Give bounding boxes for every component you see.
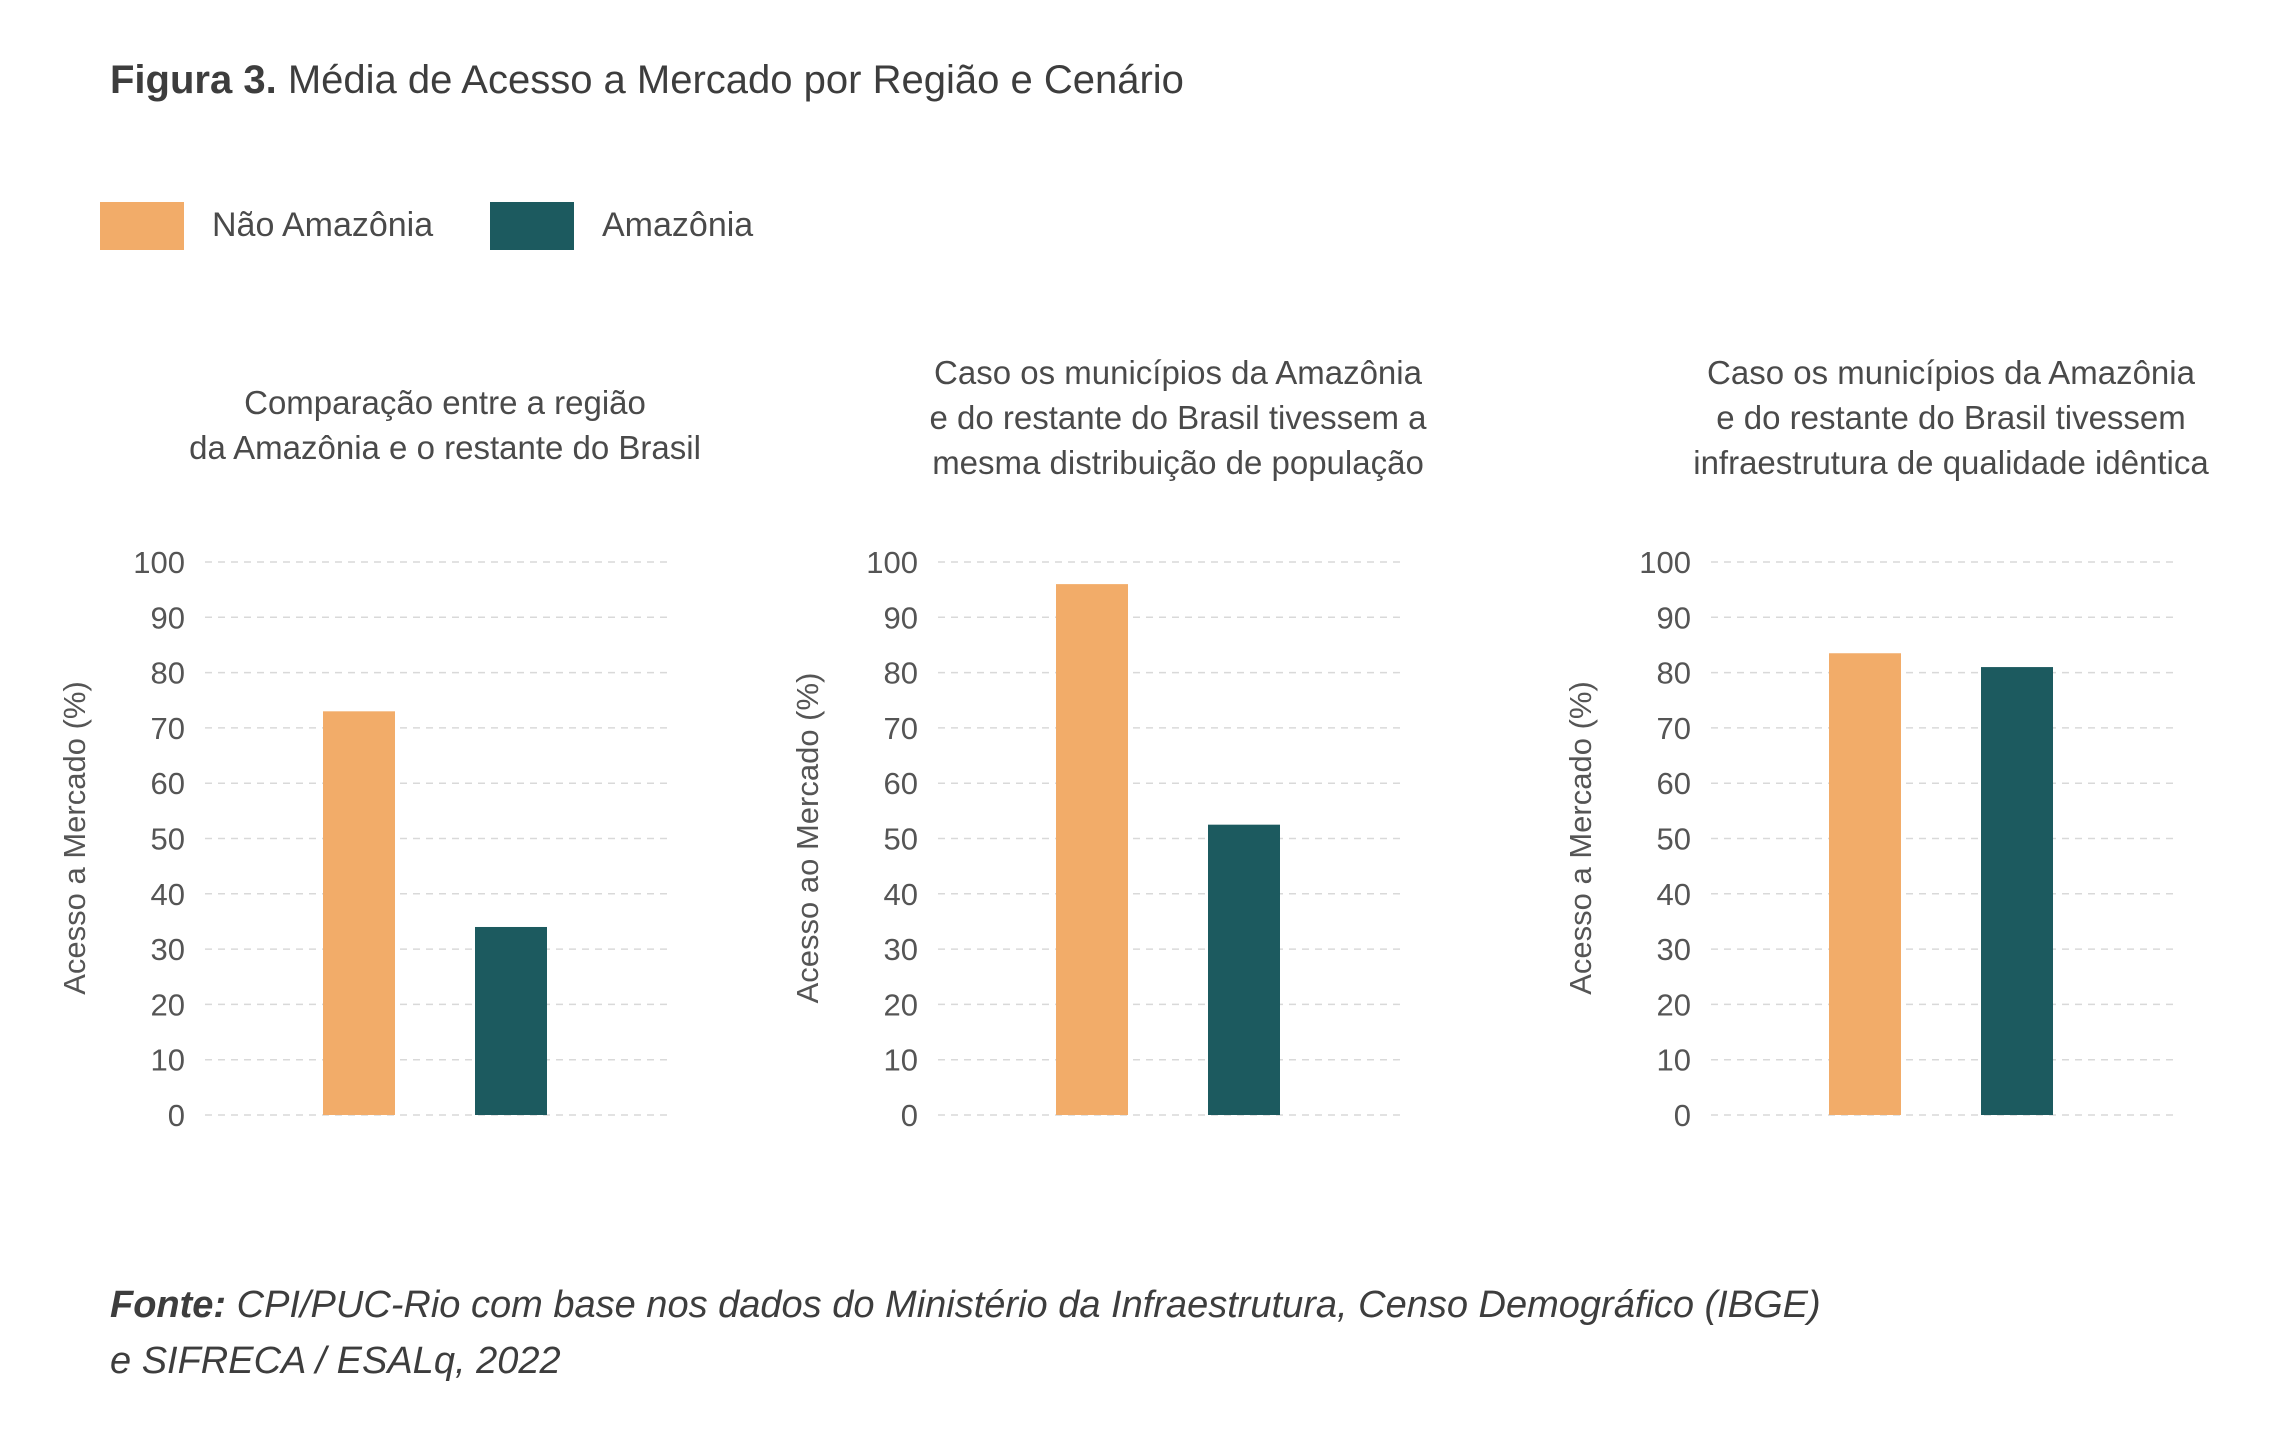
bar-amazonia bbox=[1208, 824, 1280, 1115]
y-tick-label: 40 bbox=[884, 877, 918, 912]
chart-plot: Acesso ao Mercado (%) 0 10 20 30 40 50 60 70 80 90… bbox=[790, 545, 1403, 1133]
y-tick-label: 90 bbox=[151, 600, 185, 635]
chart-plot: Acesso a Mercado (%) 0 10 20 30 40 50 60 70 80 90 1… bbox=[1563, 545, 2176, 1133]
y-tick-label: 30 bbox=[884, 932, 918, 967]
chart-comparacao: Comparação entre a região da Amazônia e … bbox=[57, 340, 805, 1140]
source-lead: Fonte: bbox=[110, 1284, 227, 1326]
source-text-1: CPI/PUC-Rio com base nos dados do Minist… bbox=[226, 1284, 1821, 1326]
chart-title-line: e do restante do Brasil tivessem a bbox=[929, 399, 1427, 436]
y-tick-label: 40 bbox=[1657, 877, 1691, 912]
chart-title: Caso os municípios da Amazônia e do rest… bbox=[818, 350, 1538, 485]
y-tick-label: 100 bbox=[133, 545, 185, 580]
y-tick-label: 10 bbox=[151, 1043, 185, 1078]
bar-amazonia bbox=[1981, 667, 2053, 1115]
bar-nao-amazonia bbox=[1829, 653, 1901, 1115]
legend-swatch-nao-amazonia bbox=[100, 202, 184, 250]
chart-title: Caso os municípios da Amazônia e do rest… bbox=[1591, 350, 2269, 485]
chart-title: Comparação entre a região da Amazônia e … bbox=[85, 380, 805, 470]
y-tick-label: 80 bbox=[151, 656, 185, 691]
y-tick-label: 0 bbox=[1674, 1098, 1691, 1133]
chart-title-line: Caso os municípios da Amazônia bbox=[934, 354, 1422, 391]
legend-label-amazonia: Amazônia bbox=[602, 206, 754, 244]
y-tick-label: 70 bbox=[151, 711, 185, 746]
legend-label-nao-amazonia: Não Amazônia bbox=[212, 206, 434, 244]
figure-title: Figura 3. Média de Acesso a Mercado por … bbox=[110, 58, 1184, 103]
chart-title-line: Comparação entre a região bbox=[244, 384, 646, 421]
y-tick-label: 90 bbox=[1657, 600, 1691, 635]
y-tick-label: 10 bbox=[884, 1043, 918, 1078]
y-tick-label: 20 bbox=[151, 987, 185, 1022]
figure-title-text: Média de Acesso a Mercado por Região e C… bbox=[276, 58, 1184, 102]
chart-title-line: da Amazônia e o restante do Brasil bbox=[189, 429, 701, 466]
chart-mesma-populacao: Caso os municípios da Amazônia e do rest… bbox=[790, 340, 1538, 1140]
y-tick-label: 60 bbox=[884, 766, 918, 801]
y-tick-label: 100 bbox=[866, 545, 918, 580]
y-tick-label: 0 bbox=[901, 1098, 918, 1133]
chart-title-line: e do restante do Brasil tivessem bbox=[1716, 399, 2186, 436]
y-tick-label: 30 bbox=[1657, 932, 1691, 967]
bar-amazonia bbox=[475, 926, 547, 1115]
chart-plot: Acesso a Mercado (%) 0 10 20 30 40 50 60 70 80 90 1… bbox=[57, 545, 670, 1133]
y-tick-label: 100 bbox=[1639, 545, 1691, 580]
y-tick-label: 50 bbox=[151, 822, 185, 857]
chart-title-line: Caso os municípios da Amazônia bbox=[1707, 354, 2195, 391]
chart-infraestrutura-identica: Caso os municípios da Amazônia e do rest… bbox=[1563, 340, 2269, 1140]
chart-title-line: mesma distribuição de população bbox=[932, 444, 1424, 481]
y-tick-label: 20 bbox=[884, 987, 918, 1022]
chart-title-line: infraestrutura de qualidade idêntica bbox=[1693, 444, 2209, 481]
y-tick-label: 80 bbox=[884, 656, 918, 691]
y-tick-label: 20 bbox=[1657, 987, 1691, 1022]
y-tick-label: 70 bbox=[1657, 711, 1691, 746]
y-tick-label: 40 bbox=[151, 877, 185, 912]
y-tick-label: 50 bbox=[884, 822, 918, 857]
y-tick-label: 90 bbox=[884, 600, 918, 635]
y-axis-label: Acesso a Mercado (%) bbox=[1563, 681, 1598, 995]
y-tick-label: 30 bbox=[151, 932, 185, 967]
y-tick-label: 10 bbox=[1657, 1043, 1691, 1078]
y-tick-label: 60 bbox=[151, 766, 185, 801]
y-axis-label: Acesso ao Mercado (%) bbox=[790, 673, 825, 1004]
bar-nao-amazonia bbox=[1056, 584, 1128, 1115]
y-tick-label: 70 bbox=[884, 711, 918, 746]
figure-title-lead: Figura 3. bbox=[110, 58, 277, 102]
y-tick-label: 80 bbox=[1657, 656, 1691, 691]
source-text-2: e SIFRECA / ESALq, 2022 bbox=[110, 1340, 561, 1382]
source-note: Fonte: CPI/PUC-Rio com base nos dados do… bbox=[110, 1277, 1821, 1389]
y-tick-label: 50 bbox=[1657, 822, 1691, 857]
bar-nao-amazonia bbox=[323, 711, 395, 1115]
y-tick-label: 60 bbox=[1657, 766, 1691, 801]
y-axis-label: Acesso a Mercado (%) bbox=[57, 681, 92, 995]
source-line-1: Fonte: CPI/PUC-Rio com base nos dados do… bbox=[110, 1277, 1821, 1333]
legend-swatch-amazonia bbox=[490, 202, 574, 250]
y-tick-label: 0 bbox=[168, 1098, 185, 1133]
